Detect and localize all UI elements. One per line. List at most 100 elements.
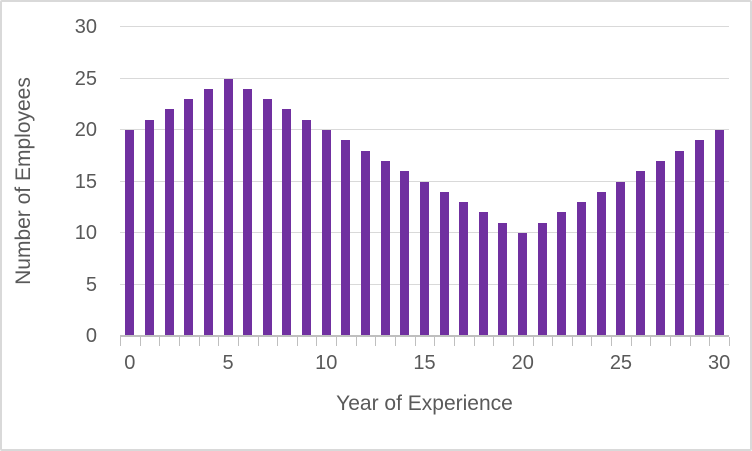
y-tick-label-30: 30 <box>74 16 97 38</box>
bar-year-14 <box>400 171 410 336</box>
bar-year-28 <box>675 150 685 336</box>
x-tick-mark <box>493 337 495 346</box>
bar-slot-12 <box>356 27 376 336</box>
bar-slot-15 <box>415 27 435 336</box>
bar-year-18 <box>478 212 488 336</box>
bar-year-22 <box>557 212 567 336</box>
x-tick-label-10: 10 <box>315 352 338 374</box>
x-tick-mark <box>453 337 455 346</box>
x-tick-label-15: 15 <box>413 352 436 374</box>
x-tick-label-5: 5 <box>222 352 234 374</box>
bar-slot-26 <box>631 27 651 336</box>
x-tick-mark <box>395 337 397 346</box>
bar-slot-7 <box>257 27 277 336</box>
bar-year-3 <box>184 99 194 336</box>
x-tick-mark <box>591 337 593 346</box>
x-tick-mark <box>218 337 220 346</box>
bar-year-15 <box>419 181 429 336</box>
bar-slot-5 <box>218 27 238 336</box>
bar-slot-4 <box>199 27 219 336</box>
x-tick-mark <box>178 337 180 346</box>
x-tick-mark <box>198 337 200 346</box>
bar-slot-6 <box>238 27 258 336</box>
bar-slot-29 <box>690 27 710 336</box>
x-tick-mark <box>473 337 475 346</box>
bar-series <box>120 27 729 336</box>
bar-year-4 <box>203 88 213 336</box>
bar-slot-8 <box>277 27 297 336</box>
x-tick-label-0: 0 <box>124 352 136 374</box>
bar-slot-20 <box>513 27 533 336</box>
bar-slot-28 <box>670 27 690 336</box>
y-tick-label-5: 5 <box>85 273 97 296</box>
bar-year-17 <box>459 202 469 336</box>
gridline-y-20 <box>120 129 729 130</box>
bar-year-20 <box>518 233 528 336</box>
bar-slot-19 <box>493 27 513 336</box>
x-tick-mark <box>532 337 534 346</box>
x-tick-label-25: 25 <box>609 352 633 374</box>
bar-slot-0 <box>120 27 140 336</box>
y-tick-label-0: 0 <box>85 325 97 347</box>
bar-slot-14 <box>395 27 415 336</box>
bar-slot-22 <box>552 27 572 336</box>
bar-year-7 <box>262 99 272 336</box>
bar-slot-11 <box>336 27 356 336</box>
x-tick-mark <box>552 337 554 346</box>
bar-year-13 <box>380 160 390 336</box>
plot-area <box>120 26 730 346</box>
x-tick-mark <box>296 337 298 346</box>
bar-slot-24 <box>591 27 611 336</box>
bar-year-21 <box>537 222 547 336</box>
x-tick-mark <box>571 337 573 346</box>
x-tick-label-20: 20 <box>511 352 534 374</box>
x-tick-label-30: 30 <box>708 352 731 374</box>
bar-slot-13 <box>375 27 395 336</box>
x-tick-mark <box>670 337 672 346</box>
bar-slot-16 <box>434 27 454 336</box>
bar-slot-2 <box>159 27 179 336</box>
x-tick-mark <box>611 337 613 346</box>
bar-year-1 <box>144 119 154 336</box>
x-axis-ticks <box>120 336 730 346</box>
bar-year-0 <box>125 130 135 336</box>
bar-slot-23 <box>572 27 592 336</box>
x-axis-line <box>120 335 729 337</box>
x-axis-tick-labels: 0 5 10 15 20 25 30 <box>120 352 731 374</box>
bar-slot-27 <box>650 27 670 336</box>
bar-slot-1 <box>140 27 160 336</box>
bar-year-6 <box>243 88 253 336</box>
bar-year-8 <box>282 109 292 336</box>
x-tick-mark <box>237 337 239 346</box>
bar-year-29 <box>694 140 704 336</box>
bar-year-24 <box>596 191 606 336</box>
bar-year-23 <box>577 202 587 336</box>
x-tick-mark <box>159 337 161 346</box>
x-tick-mark <box>434 337 436 346</box>
bar-year-9 <box>302 119 312 336</box>
x-tick-mark <box>650 337 652 346</box>
bar-slot-3 <box>179 27 199 336</box>
bar-year-5 <box>223 78 233 336</box>
bar-year-12 <box>361 150 370 336</box>
x-tick-mark <box>277 337 279 346</box>
bar-year-2 <box>164 109 174 336</box>
bar-year-19 <box>498 222 508 336</box>
y-tick-label-10: 10 <box>74 222 97 244</box>
bar-slot-25 <box>611 27 631 336</box>
x-tick-mark <box>375 337 377 346</box>
gridline-y-25 <box>120 77 729 79</box>
bar-year-11 <box>341 140 351 336</box>
bar-year-25 <box>616 181 626 336</box>
gridline-y-30 <box>120 26 729 27</box>
bar-year-30 <box>714 130 724 336</box>
bar-year-16 <box>439 191 449 336</box>
bar-slot-18 <box>474 27 494 336</box>
x-tick-mark <box>512 337 514 346</box>
bar-slot-21 <box>532 27 552 336</box>
x-tick-mark <box>709 337 711 346</box>
bar-slot-10 <box>316 27 336 336</box>
bar-year-10 <box>321 130 331 336</box>
y-tick-label-15: 15 <box>74 170 97 193</box>
